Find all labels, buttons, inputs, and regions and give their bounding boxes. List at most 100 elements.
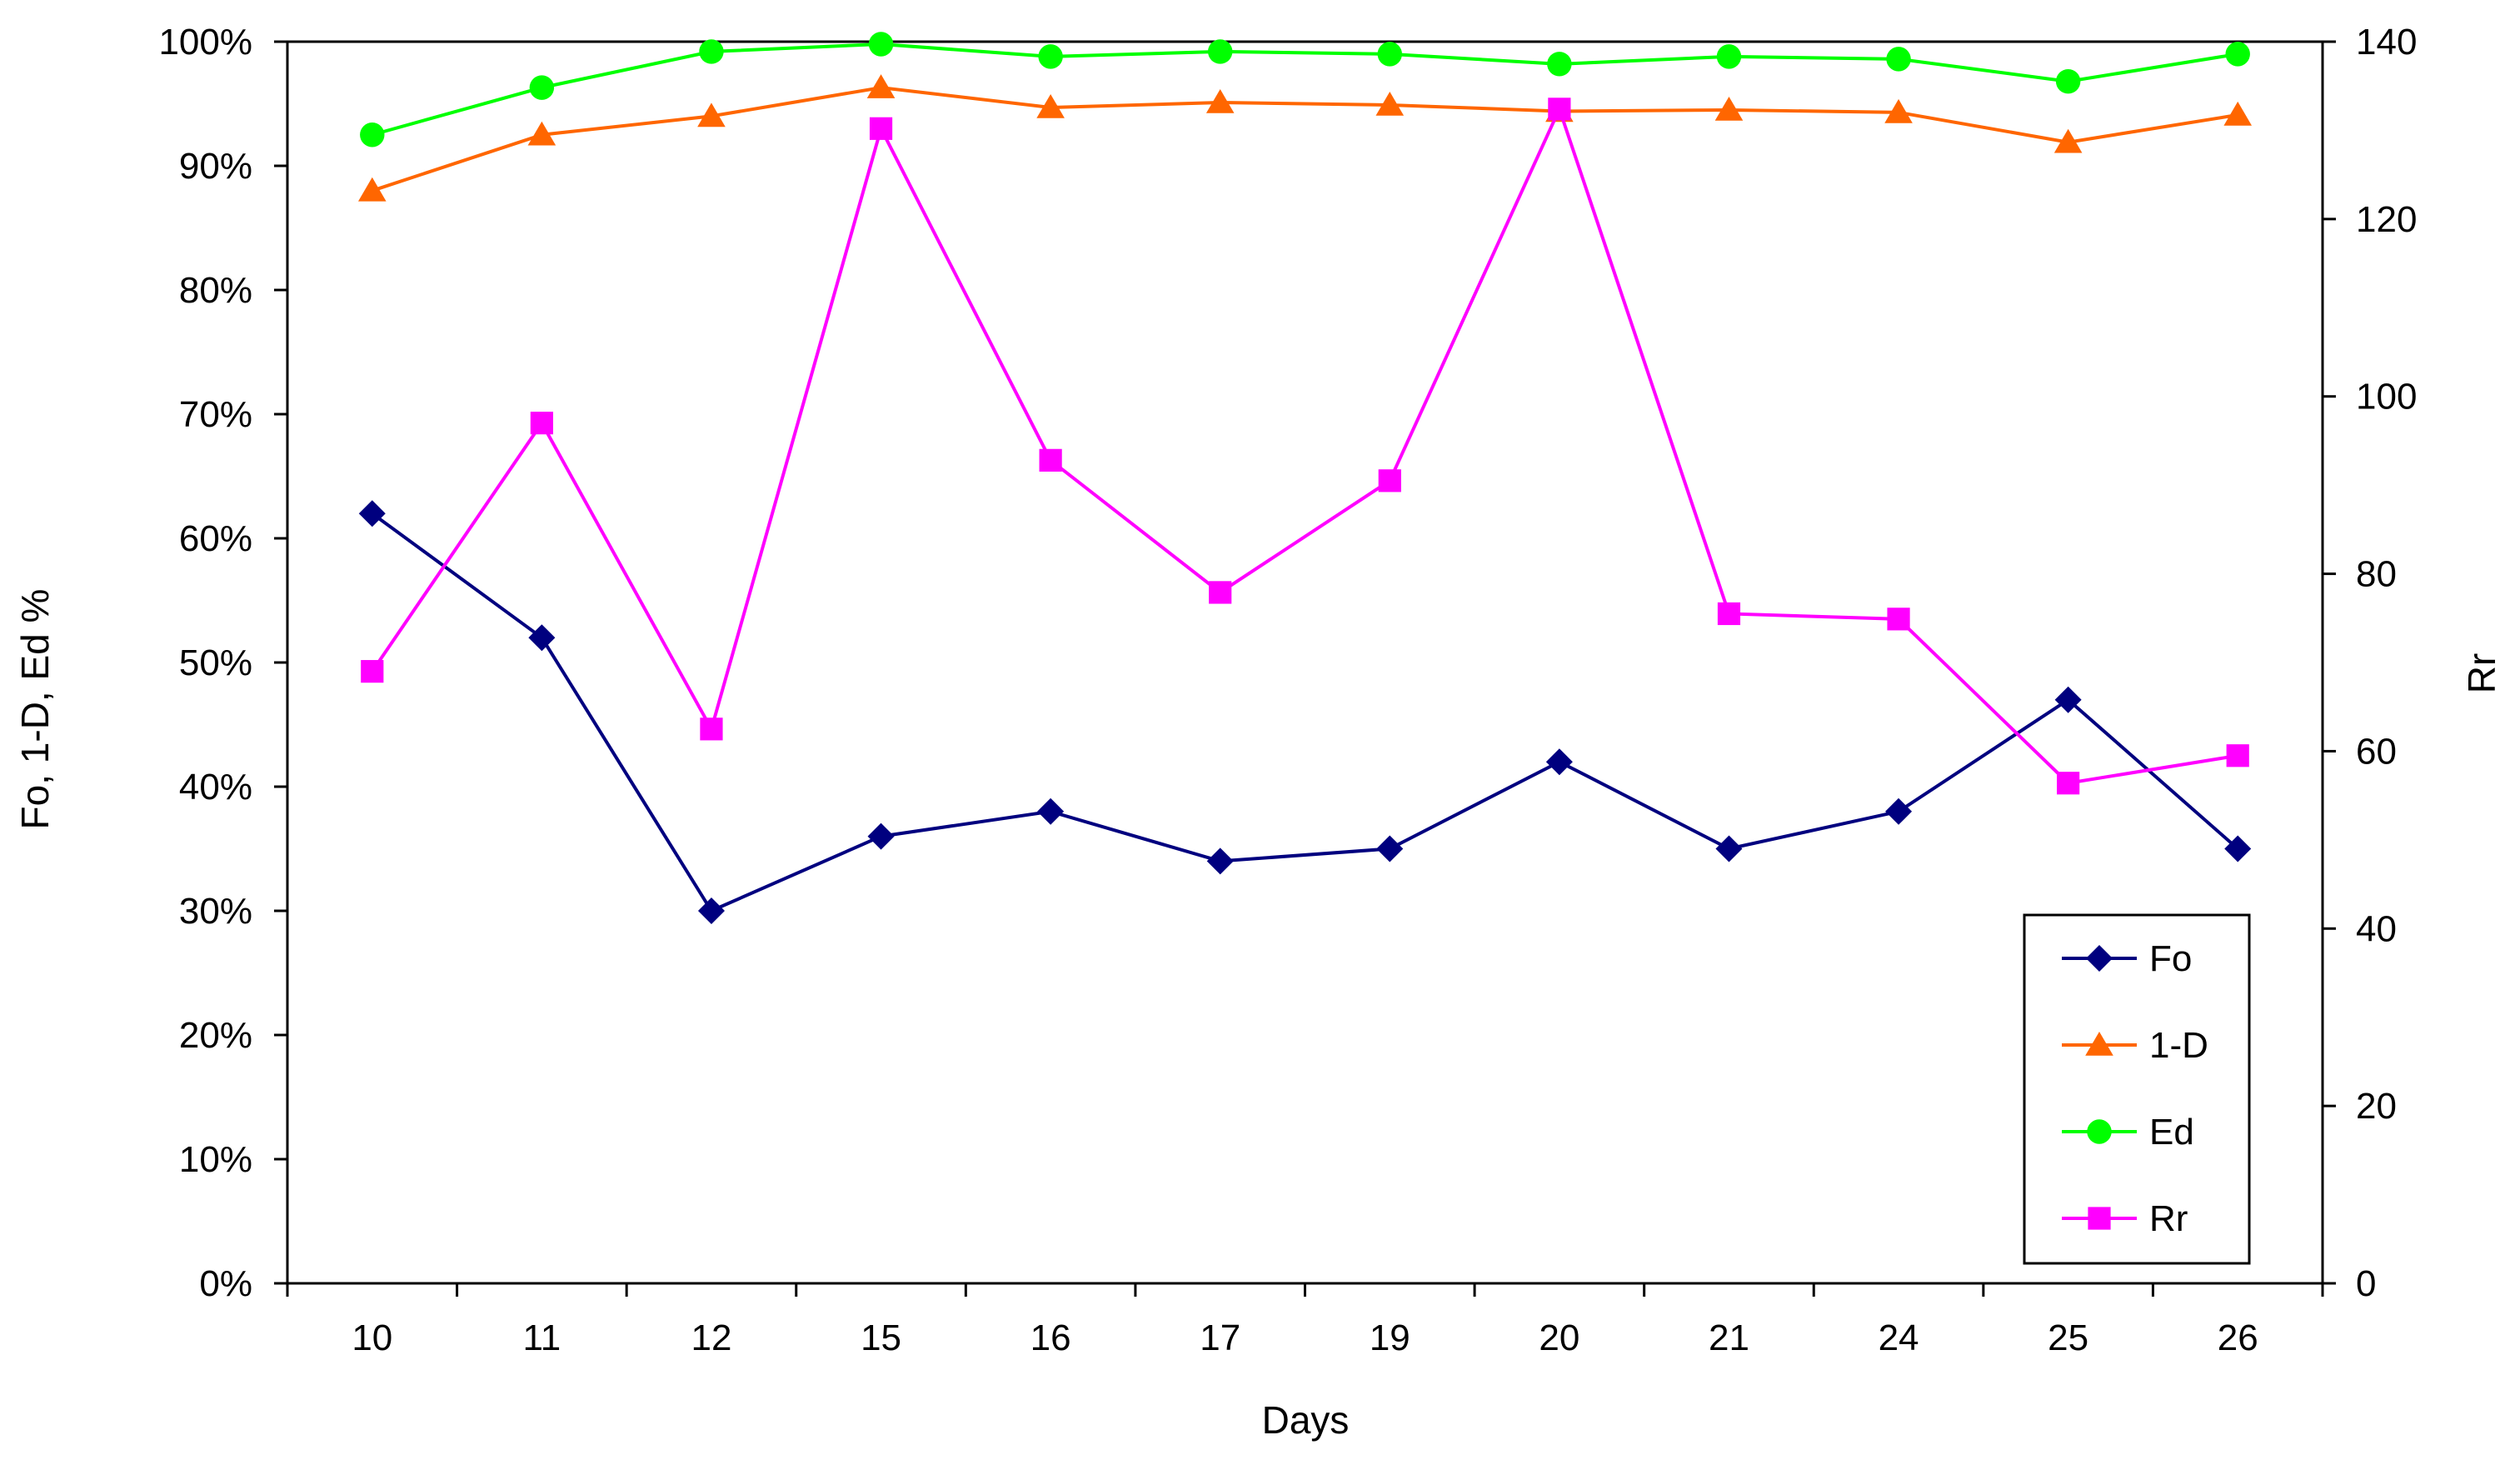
data-point-1-d [866,74,896,98]
data-point-ed [1886,47,1911,72]
legend-box [2023,913,2251,1265]
left-y-tick-label: 90% [179,146,252,187]
x-tick-label: 21 [1709,1318,1749,1358]
data-point-fo [2224,835,2252,862]
data-point-rr [1209,581,1232,604]
data-point-1-d [2223,101,2253,126]
data-point-ed [1377,42,1403,67]
right-y-tick-label: 100 [2356,377,2417,418]
x-tick-label: 15 [861,1318,901,1358]
data-point-fo [1376,835,1404,862]
legend-marker-ed [2087,1119,2112,1144]
series-fo [358,500,2252,924]
left-y-tick-label: 20% [179,1015,252,1056]
data-point-fo [1037,798,1065,825]
legend: Fo 1-D Ed Rr [2023,913,2251,1265]
data-point-ed [1207,39,1233,64]
legend-item-fo: Fo [2062,938,2192,979]
data-point-ed [1038,44,1063,69]
left-y-tick-label: 10% [179,1139,252,1180]
data-point-fo [697,898,725,924]
x-tick-label: 11 [523,1318,561,1358]
left-y-tick-label: 60% [179,518,252,559]
data-point-rr [1378,469,1401,492]
data-point-fo [2054,686,2082,713]
legend-label-ed: Ed [2149,1112,2194,1152]
data-point-ed [868,32,894,57]
data-point-fo [358,500,386,528]
data-point-rr [2226,744,2249,768]
x-tick-label: 25 [2048,1318,2088,1358]
legend-marker-rr [2088,1207,2111,1230]
data-point-rr [2057,772,2080,795]
data-point-1-d [1375,91,1405,116]
series-line-fo [371,512,2239,913]
data-point-ed [1716,44,1742,69]
left-y-tick-label: 70% [179,394,252,435]
left-y-axis-title: Fo, 1-D, Ed % [13,589,57,830]
right-y-axis-title: Rr [2460,653,2503,694]
data-point-fo [1206,848,1234,875]
series-rr [361,98,2249,795]
data-point-1-d [527,121,556,146]
data-point-ed [699,39,724,64]
data-point-fo [1715,835,1743,862]
data-point-1-d [357,177,387,202]
data-point-fo [1885,798,1913,825]
data-point-1-d [697,102,726,128]
legend-item-rr: Rr [2062,1198,2188,1239]
data-point-1-d [1205,89,1235,113]
series-line-rr [371,104,2238,785]
data-point-1-d [2053,128,2083,153]
data-point-rr [869,117,893,140]
data-point-rr [1039,448,1062,472]
data-point-ed [529,75,555,100]
data-point-rr [1548,98,1571,121]
data-point-rr [530,412,553,435]
right-y-tick-label: 120 [2356,199,2417,240]
series-1-d [357,74,2253,202]
right-y-tick-label: 20 [2356,1086,2397,1127]
right-y-tick-label: 140 [2356,22,2417,62]
series-layer [357,32,2253,924]
plot-border [286,40,2324,1285]
data-point-ed [2055,68,2081,94]
x-tick-label: 19 [1370,1318,1410,1358]
left-y-tick-label: 50% [179,642,252,683]
x-tick-label: 10 [352,1318,392,1358]
legend-label-fo: Fo [2149,938,2192,979]
series-line-ed [372,42,2238,137]
data-point-1-d [1714,96,1744,121]
axes: 0% 10% 20% 30% 40% 50% 60% 70% 80% 90% 100% 0 20 40 60… [158,22,2417,1358]
right-y-tick-label: 40 [2356,908,2397,949]
data-point-fo [528,624,556,652]
data-point-1-d [1884,98,1913,123]
legend-marker-1-d [2085,1032,2113,1056]
legend-marker-fo [2086,945,2113,972]
data-point-ed [1547,52,1572,77]
data-point-ed [360,122,385,148]
left-y-tick-label: 40% [179,767,252,808]
plot-area [286,40,2324,1285]
right-y-tick-label: 60 [2356,731,2397,772]
left-y-tick-label: 0% [199,1263,252,1304]
left-y-tick-label: 80% [179,270,252,311]
x-tick-label: 17 [1200,1318,1240,1358]
series-ed [360,32,2250,148]
data-point-rr [1717,602,1741,626]
series-line-1-d [372,86,2238,192]
x-tick-label: 12 [691,1318,731,1358]
x-tick-label: 26 [2218,1318,2258,1358]
x-tick-label: 20 [1539,1318,1579,1358]
data-point-fo [1545,748,1573,776]
data-point-ed [2225,42,2250,67]
data-point-rr [1887,608,1910,631]
x-tick-label: 24 [1879,1318,1919,1358]
legend-label-1-d: 1-D [2149,1025,2208,1066]
data-point-rr [700,718,723,741]
legend-item-ed: Ed [2062,1112,2194,1152]
data-point-rr [361,660,384,683]
x-tick-label: 16 [1030,1318,1071,1358]
